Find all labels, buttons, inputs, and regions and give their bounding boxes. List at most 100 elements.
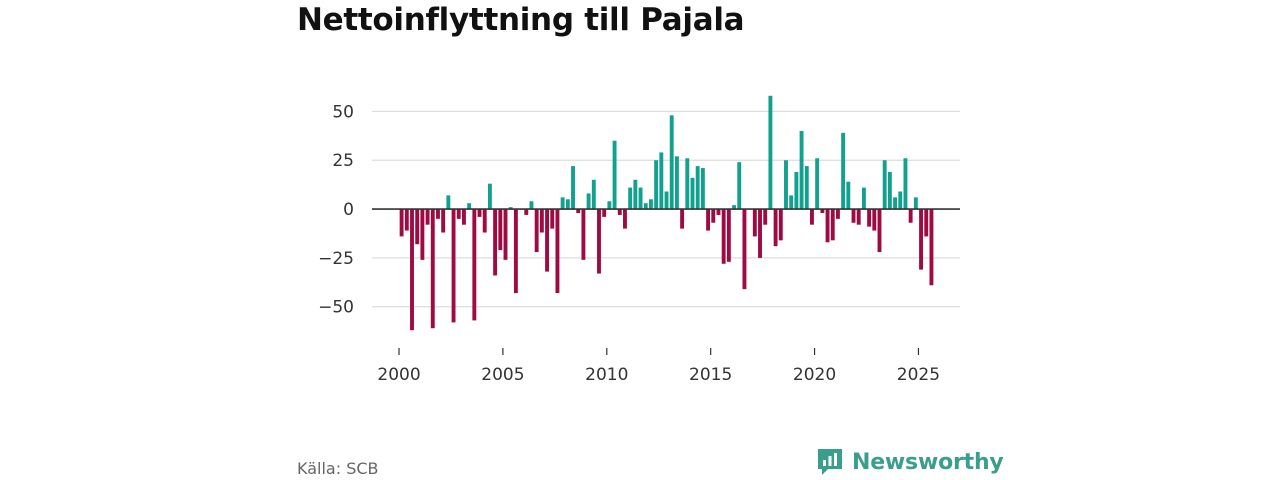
bar (737, 162, 742, 210)
bar (763, 209, 768, 225)
bar (758, 209, 762, 258)
chart-title: Nettoinflyttning till Pajala (297, 2, 745, 38)
x-tick-label: 2005 (481, 365, 524, 385)
bar (508, 207, 513, 210)
bar (545, 209, 549, 272)
bar (539, 209, 544, 233)
bar (524, 209, 529, 215)
source-label: Källa: SCB (297, 459, 379, 478)
bar (695, 166, 700, 210)
bar (571, 166, 575, 210)
bar (924, 209, 929, 237)
x-tick-label: 2025 (897, 365, 940, 385)
x-tick-label: 2020 (793, 365, 836, 385)
bar (591, 179, 596, 210)
bar (815, 158, 820, 210)
bar (487, 183, 492, 210)
bar (659, 152, 664, 210)
y-axis: −50 −25 0 25 50 (318, 102, 354, 317)
bar (846, 181, 851, 210)
bar (887, 171, 892, 210)
bar (711, 209, 716, 223)
bar (560, 197, 565, 210)
bar (628, 187, 633, 210)
bar (415, 209, 420, 245)
bar (534, 209, 539, 253)
bar (893, 197, 898, 210)
bar (550, 209, 555, 229)
x-tick-label: 2010 (585, 365, 628, 385)
bar (565, 199, 570, 210)
bar (669, 115, 674, 210)
bar (654, 160, 659, 210)
bar (919, 209, 923, 270)
bar (789, 195, 794, 210)
bar (861, 187, 866, 210)
bar (597, 209, 601, 274)
bar (498, 209, 503, 251)
bar (633, 179, 638, 210)
bar (680, 209, 685, 229)
bar (851, 209, 856, 223)
bar (638, 187, 643, 210)
x-tick-label: 2000 (377, 365, 420, 385)
bars (399, 95, 934, 331)
bar (586, 193, 591, 210)
bar (768, 95, 773, 210)
bar (810, 209, 814, 225)
bar (908, 209, 913, 223)
gridlines (372, 110, 960, 308)
bar (664, 191, 669, 210)
bar (503, 209, 508, 260)
bar (716, 209, 721, 215)
y-tick-label: −25 (318, 249, 354, 269)
bar (612, 140, 617, 210)
bar (882, 160, 887, 210)
newsworthy-logo: Newsworthy (816, 447, 1004, 477)
bar (830, 209, 835, 241)
bar (425, 209, 430, 225)
bar (441, 209, 446, 233)
bar (835, 209, 840, 219)
bar (607, 201, 612, 210)
brand-name: Newsworthy (852, 449, 1004, 475)
bar (420, 209, 425, 260)
bar (778, 209, 783, 241)
bar (690, 177, 695, 210)
bar (648, 199, 653, 210)
bar (784, 160, 788, 210)
bar (513, 209, 518, 294)
bar (643, 203, 648, 210)
bar (623, 209, 627, 229)
bar (872, 209, 877, 231)
bar (841, 132, 846, 210)
bar (576, 209, 581, 213)
bar (732, 205, 736, 210)
bar (446, 195, 451, 210)
bar (721, 209, 726, 264)
bar (794, 171, 799, 210)
x-tick-label: 2015 (689, 365, 732, 385)
bar (493, 209, 498, 276)
bar (451, 209, 456, 323)
bar (903, 158, 908, 210)
bar (399, 209, 404, 237)
bar (410, 209, 414, 331)
bar (617, 209, 622, 215)
bar (898, 191, 903, 210)
bar (602, 209, 607, 217)
bar (752, 209, 757, 237)
bar (529, 201, 534, 210)
bar (799, 130, 804, 210)
bar (867, 209, 872, 227)
bar (482, 209, 487, 233)
newsworthy-logo-icon (818, 449, 842, 475)
bar (742, 209, 747, 290)
bar (685, 158, 690, 210)
bar (726, 209, 731, 262)
x-axis: 2000 2005 2010 2015 2020 2025 (377, 348, 940, 385)
bar (856, 209, 861, 225)
bar (467, 203, 472, 210)
y-tick-label: 25 (332, 151, 354, 171)
